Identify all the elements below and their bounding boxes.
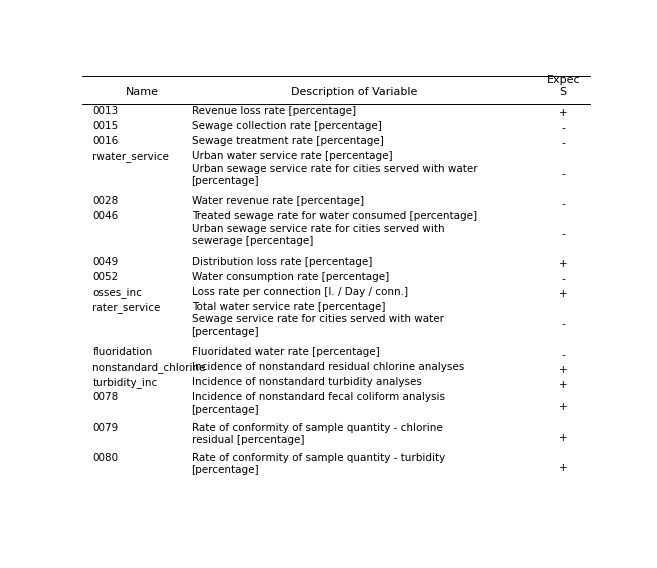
Text: 0046: 0046 — [92, 211, 118, 222]
Text: -: - — [562, 169, 565, 179]
Text: Sewage treatment rate [percentage]: Sewage treatment rate [percentage] — [192, 136, 384, 146]
Text: Treated sewage rate for water consumed [percentage]
Urban sewage service rate fo: Treated sewage rate for water consumed [… — [192, 211, 477, 247]
Text: Revenue loss rate [percentage]: Revenue loss rate [percentage] — [192, 106, 355, 116]
Text: Incidence of nonstandard residual chlorine analyses: Incidence of nonstandard residual chlori… — [192, 362, 464, 372]
Text: Urban water service rate [percentage]
Urban sewage service rate for cities serve: Urban water service rate [percentage] Ur… — [192, 151, 477, 186]
Text: -: - — [562, 199, 565, 209]
Text: 0016: 0016 — [92, 136, 118, 146]
Text: Incidence of nonstandard turbidity analyses: Incidence of nonstandard turbidity analy… — [192, 377, 422, 387]
Text: Total water service rate [percentage]
Sewage service rate for cities served with: Total water service rate [percentage] Se… — [192, 302, 443, 337]
Text: Loss rate per connection [l. / Day / conn.]: Loss rate per connection [l. / Day / con… — [192, 287, 408, 297]
Text: Rate of conformity of sample quantity - chlorine
residual [percentage]: Rate of conformity of sample quantity - … — [192, 423, 442, 445]
Text: +: + — [559, 365, 568, 375]
Text: turbidity_inc: turbidity_inc — [92, 377, 158, 389]
Text: +: + — [559, 463, 568, 473]
Text: 0052: 0052 — [92, 272, 118, 282]
Text: fluoridation: fluoridation — [92, 347, 152, 357]
Text: -: - — [562, 123, 565, 133]
Text: 0049: 0049 — [92, 257, 118, 267]
Text: +: + — [559, 289, 568, 299]
Text: +: + — [559, 259, 568, 269]
Text: Water revenue rate [percentage]: Water revenue rate [percentage] — [192, 197, 364, 206]
Text: osses_inc: osses_inc — [92, 287, 142, 298]
Text: -: - — [562, 139, 565, 149]
Text: Water consumption rate [percentage]: Water consumption rate [percentage] — [192, 272, 389, 282]
Text: Description of Variable: Description of Variable — [291, 87, 418, 97]
Text: nonstandard_chlorine: nonstandard_chlorine — [92, 362, 206, 373]
Text: +: + — [559, 380, 568, 390]
Text: Distribution loss rate [percentage]: Distribution loss rate [percentage] — [192, 257, 372, 267]
Text: 0013: 0013 — [92, 106, 118, 116]
Text: 0080: 0080 — [92, 453, 118, 463]
Text: Rate of conformity of sample quantity - turbidity
[percentage]: Rate of conformity of sample quantity - … — [192, 453, 445, 475]
Text: S: S — [560, 87, 567, 97]
Text: -: - — [562, 350, 565, 360]
Text: +: + — [559, 108, 568, 118]
Text: 0079: 0079 — [92, 423, 118, 433]
Text: 0078: 0078 — [92, 392, 118, 402]
Text: Fluoridated water rate [percentage]: Fluoridated water rate [percentage] — [192, 347, 379, 357]
Text: 0015: 0015 — [92, 121, 118, 131]
Text: 0028: 0028 — [92, 197, 118, 206]
Text: +: + — [559, 403, 568, 412]
Text: Name: Name — [125, 87, 158, 97]
Text: rater_service: rater_service — [92, 302, 161, 313]
Text: +: + — [559, 433, 568, 442]
Text: -: - — [562, 320, 565, 329]
Text: rwater_service: rwater_service — [92, 151, 170, 162]
Text: -: - — [562, 274, 565, 285]
Text: -: - — [562, 229, 565, 239]
Text: Incidence of nonstandard fecal coliform analysis
[percentage]: Incidence of nonstandard fecal coliform … — [192, 392, 445, 415]
Text: Expec: Expec — [547, 75, 580, 85]
Text: Sewage collection rate [percentage]: Sewage collection rate [percentage] — [192, 121, 382, 131]
